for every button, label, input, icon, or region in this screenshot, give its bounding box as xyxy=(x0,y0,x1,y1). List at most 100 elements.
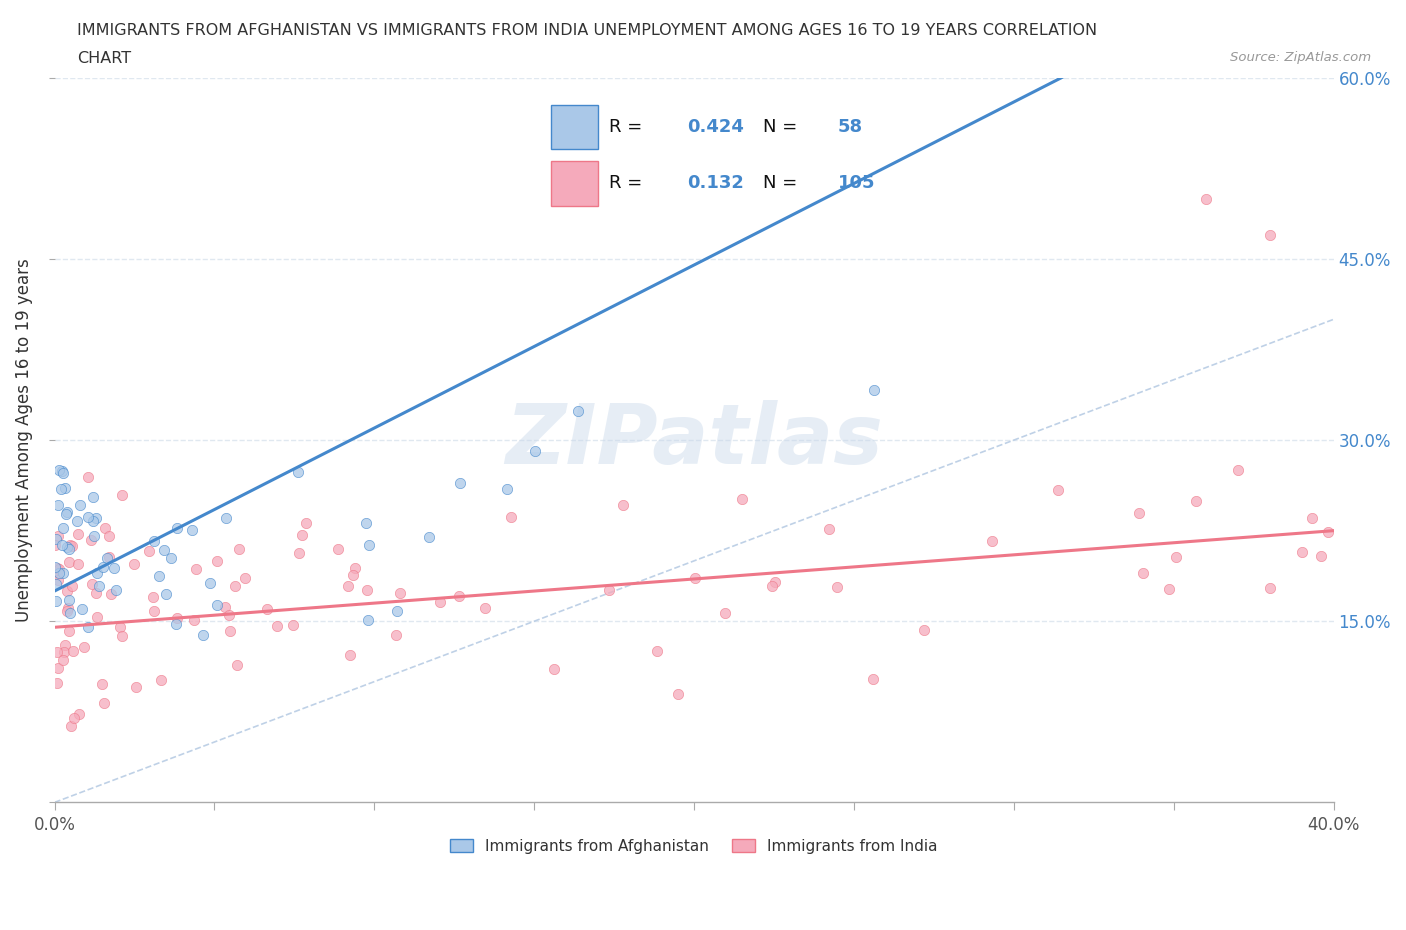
Point xyxy=(48,462,70,477)
Point xyxy=(67,707,90,722)
Point xyxy=(51,465,73,480)
Point xyxy=(496,482,519,497)
Point xyxy=(100,587,122,602)
Point xyxy=(108,620,131,635)
Point xyxy=(80,576,103,591)
Point xyxy=(683,570,706,585)
Point xyxy=(58,592,80,607)
Point xyxy=(200,576,222,591)
Point xyxy=(1309,549,1331,564)
Point xyxy=(449,476,471,491)
Point xyxy=(80,533,103,548)
Point xyxy=(523,444,546,458)
Point xyxy=(1166,550,1188,565)
Point xyxy=(44,538,66,553)
Point xyxy=(281,618,304,633)
Point xyxy=(166,520,188,535)
Point xyxy=(46,660,69,675)
Point xyxy=(761,578,783,593)
Point xyxy=(44,560,66,575)
Point xyxy=(56,584,79,599)
Point xyxy=(83,528,105,543)
Point xyxy=(94,520,117,535)
Point xyxy=(1317,525,1340,539)
Point xyxy=(342,567,364,582)
Point xyxy=(46,675,69,690)
Point xyxy=(155,586,177,601)
Point xyxy=(1128,506,1150,521)
Point xyxy=(418,530,440,545)
Point xyxy=(1132,565,1154,580)
Point xyxy=(51,521,73,536)
Point xyxy=(1258,227,1281,242)
Point xyxy=(46,498,69,512)
Point xyxy=(46,644,69,659)
Point xyxy=(218,607,240,622)
Point xyxy=(205,598,228,613)
Point xyxy=(56,539,79,554)
Point xyxy=(98,528,121,543)
Point xyxy=(84,585,107,600)
Point xyxy=(166,610,188,625)
Text: CHART: CHART xyxy=(77,51,131,66)
Point xyxy=(58,555,80,570)
Point xyxy=(49,482,72,497)
Point xyxy=(55,507,77,522)
Point xyxy=(58,601,80,616)
Point xyxy=(103,561,125,576)
Point xyxy=(359,538,381,552)
Point xyxy=(863,383,886,398)
Point xyxy=(256,602,278,617)
Point xyxy=(266,619,288,634)
Point xyxy=(91,677,114,692)
Point xyxy=(205,553,228,568)
Point xyxy=(70,602,93,617)
Point xyxy=(60,578,83,593)
Point xyxy=(111,488,134,503)
Point xyxy=(125,680,148,695)
Point xyxy=(66,513,89,528)
Point xyxy=(235,570,257,585)
Point xyxy=(356,582,378,597)
Point xyxy=(59,605,82,620)
Point xyxy=(46,528,69,543)
Point xyxy=(818,522,841,537)
Point xyxy=(45,561,67,576)
Point xyxy=(224,578,246,593)
Point xyxy=(1157,582,1180,597)
Point xyxy=(76,470,98,485)
Point xyxy=(447,588,470,603)
Point xyxy=(93,696,115,711)
Point xyxy=(339,647,361,662)
Point xyxy=(62,711,84,725)
Point xyxy=(668,687,690,702)
Point xyxy=(77,620,100,635)
Point xyxy=(543,661,565,676)
Point xyxy=(612,498,634,512)
Point xyxy=(77,510,100,525)
Point xyxy=(51,538,73,552)
Point xyxy=(344,561,367,576)
Point xyxy=(152,542,174,557)
Point xyxy=(598,583,620,598)
Point xyxy=(46,572,69,587)
Point xyxy=(58,541,80,556)
Point xyxy=(214,600,236,615)
Point xyxy=(69,498,91,512)
Point xyxy=(763,575,786,590)
Point xyxy=(148,569,170,584)
Point xyxy=(980,534,1002,549)
Point xyxy=(862,671,884,686)
Point xyxy=(91,559,114,574)
Point xyxy=(96,551,118,565)
Point xyxy=(59,537,82,551)
Point xyxy=(52,652,75,667)
Point xyxy=(67,526,90,541)
Point xyxy=(56,504,79,519)
Point xyxy=(48,562,70,577)
Point xyxy=(1291,545,1313,560)
Point xyxy=(337,578,360,593)
Point xyxy=(142,604,165,618)
Point xyxy=(180,523,202,538)
Point xyxy=(58,624,80,639)
